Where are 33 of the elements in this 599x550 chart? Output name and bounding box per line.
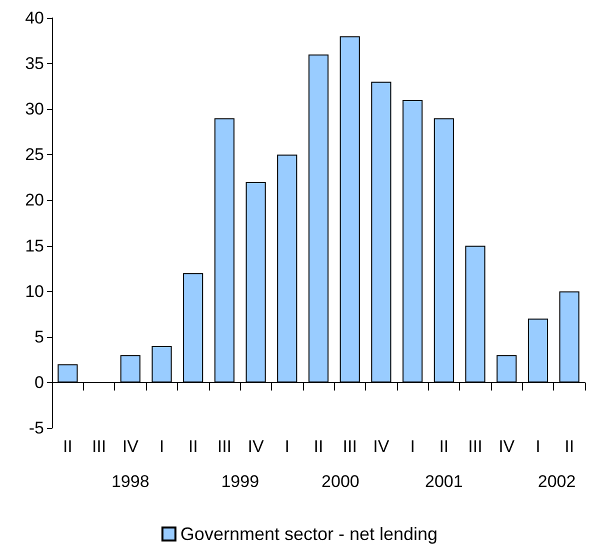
x-tick-label: II (188, 437, 198, 456)
x-tick-label: II (439, 437, 449, 456)
text: 2000 (322, 472, 360, 491)
y-tick-label: 25 (25, 145, 44, 164)
x-tick-label: I (410, 437, 415, 456)
legend-label: Government sector - net lending (180, 524, 438, 544)
x-tick-label: II (62, 437, 72, 456)
x-tick-label: I (159, 437, 164, 456)
y-tick-label: 15 (25, 236, 44, 256)
x-tick-label: IV (373, 437, 390, 456)
x-tick-label: IV (248, 437, 264, 456)
x-tick-label: IV (498, 437, 516, 456)
x-tick-label: IV (122, 437, 140, 456)
x-tick-label: III (92, 437, 106, 456)
text: 1998 (111, 472, 150, 491)
y-tick-label: 10 (25, 282, 44, 301)
x-tick-label: III (217, 437, 232, 456)
y-tick-label: 35 (25, 54, 44, 74)
x-tick-label: III (342, 437, 357, 456)
x-tick-label: I (284, 437, 290, 456)
text: 2001 (425, 472, 463, 491)
x-tick-label: II (564, 437, 574, 456)
y-tick-label: 0 (34, 372, 44, 392)
y-tick-label: 5 (34, 327, 44, 346)
x-tick-label: I (536, 437, 540, 456)
x-tick-label: III (468, 437, 482, 456)
text: 2002 (538, 472, 576, 491)
text: 1999 (221, 472, 260, 491)
y-tick-label: 30 (25, 100, 44, 119)
y-tick-label: 40 (25, 8, 44, 28)
y-tick-label: 20 (25, 190, 44, 210)
y-tick-label: -5 (28, 418, 44, 438)
x-tick-label: II (314, 437, 324, 456)
